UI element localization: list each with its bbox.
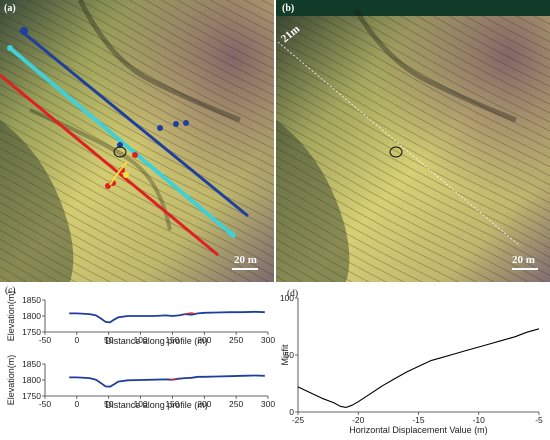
x-tick-label: 50 xyxy=(104,399,114,409)
x-tick-label: -15 xyxy=(412,415,425,425)
x-tick-label: 250 xyxy=(229,335,243,345)
x-tick-label: 200 xyxy=(197,399,211,409)
y-tick-label: 1750 xyxy=(22,327,41,337)
x-tick-label: -50 xyxy=(39,335,52,345)
y-tick-label: 1800 xyxy=(22,311,41,321)
y-axis-label: Misfit xyxy=(280,344,290,365)
y-tick-label: 1800 xyxy=(22,375,41,385)
terrain-map-b-image xyxy=(276,0,550,282)
y-tick-label: 100 xyxy=(280,293,294,303)
x-tick-label: -50 xyxy=(39,399,52,409)
misfit-chart: -25 -20 -15 -10 -5 0 50 100 Horizontal Displacem… xyxy=(280,293,543,435)
elevation-profile-bottom: -50 0 50 100 150 200 250 300 1750 1800 1850 Distanc… xyxy=(6,355,275,410)
x-tick-label: -25 xyxy=(292,415,305,425)
series-line xyxy=(297,328,540,408)
series-line xyxy=(183,312,196,315)
y-axis-label: Elevation(m) xyxy=(6,355,16,406)
panel-b-label: (b) xyxy=(282,3,295,14)
x-tick-label: 0 xyxy=(74,335,79,345)
x-tick-label: 100 xyxy=(133,399,147,409)
series-line xyxy=(169,377,178,381)
panel-d-label: (d) xyxy=(287,288,298,299)
x-tick-label: 300 xyxy=(261,335,275,345)
x-tick-label: 150 xyxy=(165,399,179,409)
terrain-map-a: (a) 20 m xyxy=(0,0,274,282)
y-tick-label: 1850 xyxy=(22,295,41,305)
panel-c-label: (c) xyxy=(5,285,16,296)
x-tick-label: 150 xyxy=(165,335,179,345)
x-tick-label: 0 xyxy=(74,399,79,409)
x-tick-label: 100 xyxy=(133,335,147,345)
y-tick-label: 1750 xyxy=(22,391,41,401)
series-line xyxy=(69,310,265,324)
terrain-map-a-image xyxy=(0,0,274,282)
x-axis-label: Distance along profile (m) xyxy=(105,400,208,410)
terrain-map-b: (b) 21m 20 m xyxy=(276,0,550,282)
x-tick-label: -10 xyxy=(473,415,486,425)
scale-label-b: 20 m xyxy=(512,254,535,266)
x-axis-label: Horizontal Displacement Value (m) xyxy=(349,425,487,435)
scale-label-a: 20 m xyxy=(234,254,257,266)
y-axis-label: Elevation(m) xyxy=(6,291,16,342)
charts-area: (c) (d) -50 0 50 100 150 200 250 30017501800185… xyxy=(5,285,543,435)
y-tick-label: 50 xyxy=(285,350,295,360)
x-tick-label: 250 xyxy=(229,399,243,409)
x-tick-label: -5 xyxy=(535,415,543,425)
x-tick-label: 200 xyxy=(197,335,211,345)
elevation-profile-top: -50 0 50 100 150 200 250 300 1750 1800 1850 Distanc… xyxy=(6,291,275,346)
y-tick-label: 0 xyxy=(289,407,294,417)
y-tick-label: 1850 xyxy=(22,359,41,369)
scale-bar-a xyxy=(232,268,258,270)
x-tick-label: -20 xyxy=(352,415,365,425)
x-axis-label: Distance along profile (m) xyxy=(105,336,208,346)
scale-bar-b xyxy=(512,268,538,270)
series-line xyxy=(69,374,265,388)
panel-a-label: (a) xyxy=(4,3,16,14)
x-tick-label: 300 xyxy=(261,399,275,409)
x-tick-label: 50 xyxy=(104,335,114,345)
